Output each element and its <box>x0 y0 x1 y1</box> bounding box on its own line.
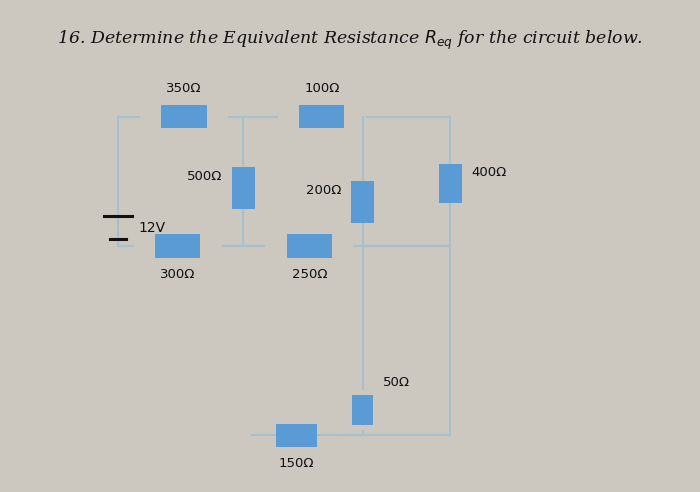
Text: 100Ω: 100Ω <box>304 82 340 95</box>
Text: 300Ω: 300Ω <box>160 268 195 281</box>
Bar <box>276 424 317 447</box>
Bar <box>287 235 332 257</box>
Bar <box>352 396 372 425</box>
Bar <box>351 182 374 223</box>
Text: 200Ω: 200Ω <box>306 184 341 197</box>
Text: 16. Determine the Equivalent Resistance $R_{eq}$ for the circuit below.: 16. Determine the Equivalent Resistance … <box>57 29 643 52</box>
Text: 350Ω: 350Ω <box>166 82 202 95</box>
Text: 500Ω: 500Ω <box>187 170 222 183</box>
Bar <box>439 164 461 203</box>
Text: 50Ω: 50Ω <box>383 376 410 389</box>
Text: 400Ω: 400Ω <box>472 166 507 179</box>
Text: 250Ω: 250Ω <box>291 268 327 281</box>
Bar <box>232 167 255 209</box>
Bar <box>299 105 344 128</box>
Bar <box>155 235 200 257</box>
Text: 150Ω: 150Ω <box>279 457 314 470</box>
Bar <box>162 105 206 128</box>
Text: 12V: 12V <box>138 220 165 235</box>
